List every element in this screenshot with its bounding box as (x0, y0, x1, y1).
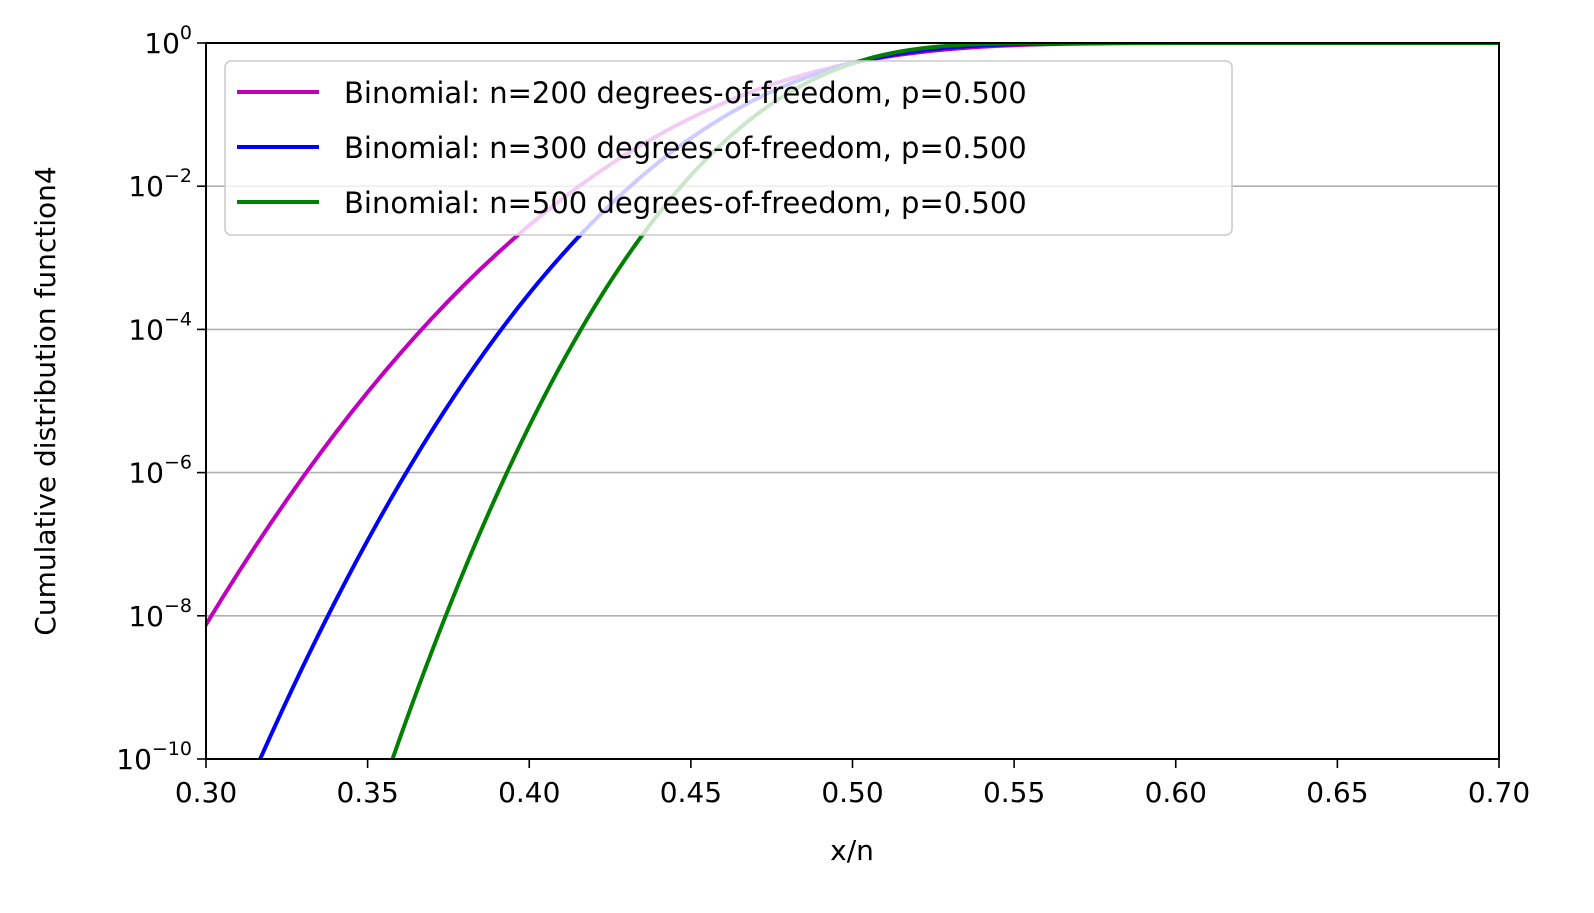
x-tick-label: 0.35 (336, 776, 398, 809)
y-tick-exponent: −10 (152, 738, 192, 760)
y-tick-base: 10 (128, 170, 164, 203)
x-tick-label: 0.45 (660, 776, 722, 809)
y-tick-label: 10 −8 (128, 595, 192, 633)
x-axis-ticks: 0.30 0.35 0.40 0.45 0.50 0.55 0.60 0.65 0.70 (175, 759, 1530, 809)
x-tick-label: 0.40 (498, 776, 560, 809)
y-tick-base: 10 (128, 313, 164, 346)
x-tick-label: 0.50 (821, 776, 883, 809)
x-tick-label: 0.70 (1468, 776, 1530, 809)
y-tick-label: 10 −6 (128, 452, 192, 490)
x-tick-label: 0.30 (175, 776, 237, 809)
series-line-n500 (390, 43, 1499, 759)
x-tick-label: 0.65 (1306, 776, 1368, 809)
y-tick-exponent: −8 (164, 595, 192, 617)
y-tick-exponent: −6 (164, 452, 192, 474)
y-tick-base: 10 (116, 743, 152, 776)
y-tick-base: 10 (144, 27, 180, 60)
y-tick-exponent: 0 (180, 22, 192, 44)
y-tick-exponent: −2 (164, 165, 192, 187)
y-tick-exponent: −4 (164, 308, 192, 330)
legend-box (224, 60, 1233, 236)
y-tick-base: 10 (128, 600, 164, 633)
legend-label: Binomial: n=300 degrees-of-freedom, p=0.… (344, 131, 1027, 165)
y-tick-label: 10 −2 (128, 165, 192, 203)
y-tick-label: 10 0 (144, 22, 192, 60)
legend-label: Binomial: n=200 degrees-of-freedom, p=0.… (344, 76, 1027, 110)
x-tick-label: 0.60 (1145, 776, 1207, 809)
y-tick-label: 10 −4 (128, 308, 192, 346)
x-axis-label: x/n (830, 834, 874, 867)
legend-label: Binomial: n=500 degrees-of-freedom, p=0.… (344, 186, 1027, 220)
x-tick-label: 0.55 (983, 776, 1045, 809)
y-tick-label: 10 −10 (116, 738, 192, 776)
legend: Binomial: n=200 degrees-of-freedom, p=0.… (224, 60, 1233, 236)
y-tick-base: 10 (128, 457, 164, 490)
y-axis-label: Cumulative distribution function4 (29, 166, 62, 635)
